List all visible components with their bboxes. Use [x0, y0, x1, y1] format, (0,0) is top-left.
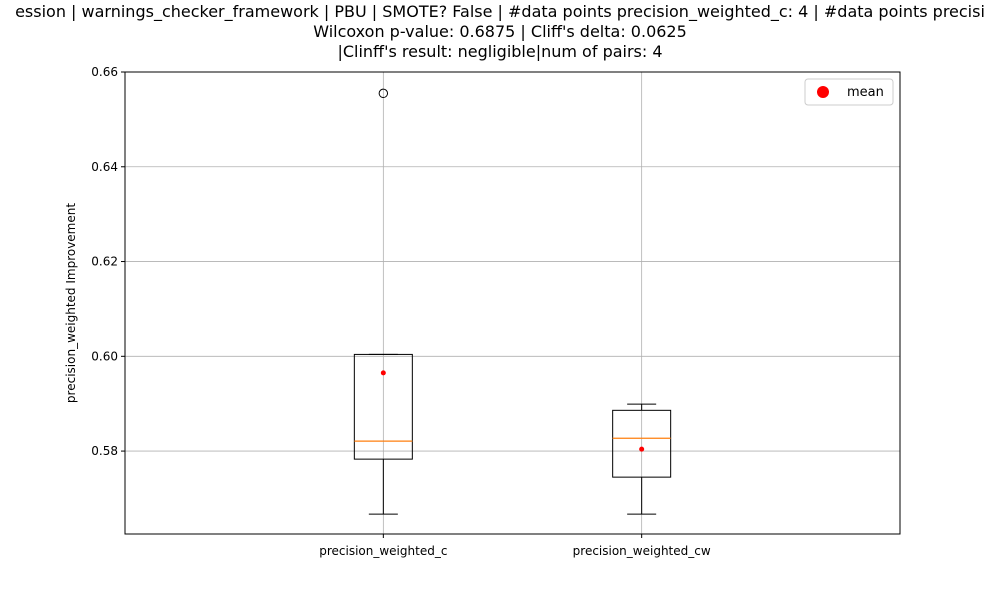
y-tick-label: 0.58 — [91, 444, 118, 458]
box-precision_weighted_cw — [612, 403, 672, 515]
chart-title: ession | warnings_checker_framework | PB… — [0, 2, 1000, 62]
x-tick-label: precision_weighted_cw — [573, 544, 711, 558]
iqr-box — [353, 353, 413, 460]
legend: mean — [804, 78, 894, 106]
title-line-1: ession | warnings_checker_framework | PB… — [15, 2, 985, 21]
y-tick-label: 0.60 — [91, 349, 118, 363]
y-tick-label: 0.62 — [91, 255, 118, 269]
x-tick-label: precision_weighted_c — [319, 544, 447, 558]
legend-mean-marker — [817, 86, 829, 98]
title-line-3: |Clinff's result: negligible|num of pair… — [337, 42, 663, 61]
y-tick-label: 0.66 — [91, 65, 118, 79]
y-tick-label: 0.64 — [91, 160, 118, 174]
axes-frame — [124, 71, 901, 535]
legend-mean-label: mean — [847, 85, 884, 100]
ticks: 0.58 0.60 0.62 0.64 0.66 precision_weighted_c… — [91, 65, 711, 558]
iqr-box — [612, 409, 672, 478]
mean-marker — [639, 446, 645, 452]
outlier-point — [378, 88, 389, 99]
y-axis-label: precision_weighted Improvement — [64, 203, 78, 403]
boxes — [353, 88, 672, 515]
legend-frame — [804, 78, 894, 106]
grid — [125, 71, 900, 534]
box-precision_weighted_c — [353, 88, 413, 515]
mean-marker — [380, 370, 386, 376]
title-line-2: Wilcoxon p-value: 0.6875 | Cliff's delta… — [313, 22, 687, 41]
